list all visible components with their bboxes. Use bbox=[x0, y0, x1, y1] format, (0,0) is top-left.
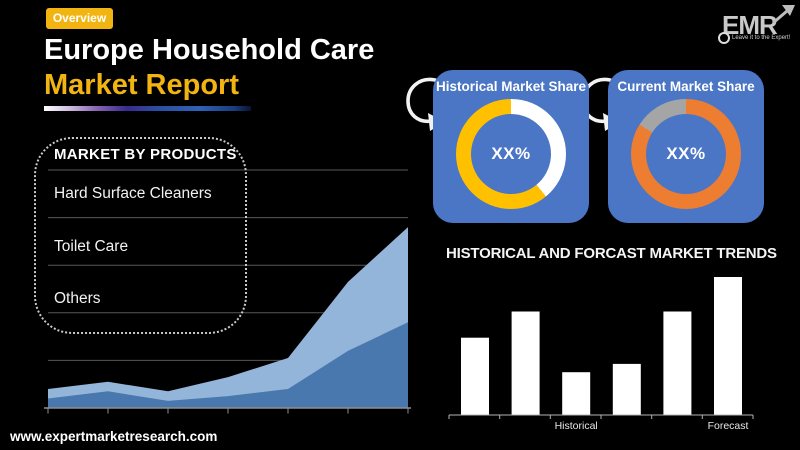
historical-share-title: Historical Market Share bbox=[435, 79, 587, 94]
emr-tagline: Leave it to the Expert! bbox=[732, 35, 791, 41]
trend-bar bbox=[663, 311, 692, 415]
footer-url: www.expertmarketresearch.com bbox=[10, 429, 218, 444]
page-title-line1: Europe Household Care bbox=[44, 34, 375, 66]
emr-ring-icon bbox=[718, 32, 730, 44]
title-underline-gradient bbox=[44, 106, 251, 111]
page-title: Europe Household Care Market Report bbox=[44, 33, 374, 103]
bar-axis-label: Forecast bbox=[708, 420, 749, 432]
page-title-line2: Market Report bbox=[44, 69, 239, 101]
area-series-lower bbox=[48, 322, 408, 408]
bar-axis-label: Historical bbox=[555, 420, 598, 432]
trend-bar bbox=[612, 363, 641, 415]
overview-badge: Overview bbox=[46, 8, 113, 29]
donut-center-label: XX% bbox=[491, 144, 531, 163]
donut-hole: XX% bbox=[646, 114, 726, 194]
product-item-others: Others bbox=[54, 290, 101, 307]
current-share-donut: XX% bbox=[631, 99, 741, 209]
emr-arrow-icon bbox=[772, 5, 795, 25]
area-series-total bbox=[48, 227, 408, 408]
products-box bbox=[34, 137, 247, 334]
donut-center-label: XX% bbox=[666, 144, 706, 163]
products-heading: MARKET BY PRODUCTS bbox=[54, 146, 237, 163]
current-share-title: Current Market Share bbox=[617, 79, 755, 94]
product-item-hard-surface-cleaners: Hard Surface Cleaners bbox=[54, 185, 212, 202]
trend-bar bbox=[714, 277, 742, 415]
product-item-toilet-care: Toilet Care bbox=[54, 238, 129, 255]
historical-share-donut: XX% bbox=[456, 99, 566, 209]
donut-hole: XX% bbox=[471, 114, 551, 194]
emr-logo: EMR Leave it to the Expert! bbox=[712, 4, 798, 50]
trend-bar bbox=[511, 311, 540, 415]
bar-chart-title: HISTORICAL AND FORCAST MARKET TRENDS bbox=[446, 245, 777, 262]
trend-bar bbox=[461, 337, 489, 415]
current-share-panel: Current Market Share XX% bbox=[608, 70, 764, 223]
emr-logo-text: EMR bbox=[722, 10, 778, 40]
historical-share-panel: Historical Market Share XX% bbox=[433, 70, 589, 223]
trend-bar bbox=[562, 372, 591, 415]
